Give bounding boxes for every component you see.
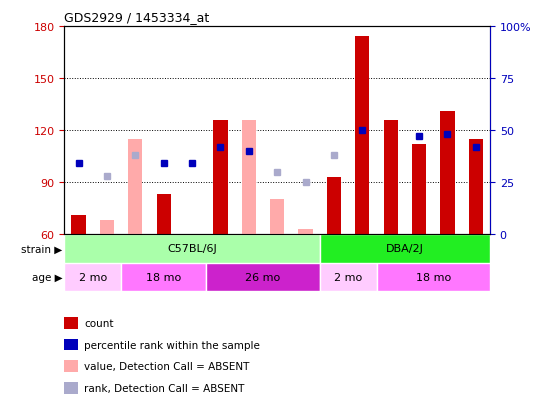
Text: 2 mo: 2 mo (334, 272, 362, 282)
Text: 2 mo: 2 mo (78, 272, 107, 282)
Bar (64, 263, 121, 291)
Bar (384, 120, 398, 235)
Text: GDS2929 / 1453334_at: GDS2929 / 1453334_at (64, 11, 209, 24)
Bar (213, 120, 227, 235)
Bar (270, 200, 284, 235)
Bar (242, 120, 256, 235)
Text: 18 mo: 18 mo (146, 272, 181, 282)
Text: strain ▶: strain ▶ (21, 244, 63, 254)
Text: 18 mo: 18 mo (416, 272, 451, 282)
Bar (206, 263, 320, 291)
Bar (440, 112, 455, 235)
Bar (157, 195, 171, 235)
Bar (72, 216, 86, 235)
Bar (412, 145, 426, 235)
Text: count: count (84, 318, 114, 328)
Bar (128, 191, 142, 235)
Text: DBA/2J: DBA/2J (386, 244, 424, 254)
Text: 26 mo: 26 mo (245, 272, 281, 282)
Bar (320, 235, 490, 263)
Bar (128, 140, 142, 235)
Text: percentile rank within the sample: percentile rank within the sample (84, 340, 260, 350)
Text: age ▶: age ▶ (32, 272, 63, 282)
Bar (121, 263, 206, 291)
Bar (469, 140, 483, 235)
Bar (298, 230, 312, 235)
Text: value, Detection Call = ABSENT: value, Detection Call = ABSENT (84, 361, 249, 371)
Bar (376, 263, 490, 291)
Bar (327, 178, 341, 235)
Text: C57BL/6J: C57BL/6J (167, 244, 217, 254)
Bar (320, 263, 376, 291)
Bar (355, 37, 370, 235)
Bar (64, 235, 320, 263)
Bar (100, 221, 114, 235)
Text: rank, Detection Call = ABSENT: rank, Detection Call = ABSENT (84, 383, 244, 393)
